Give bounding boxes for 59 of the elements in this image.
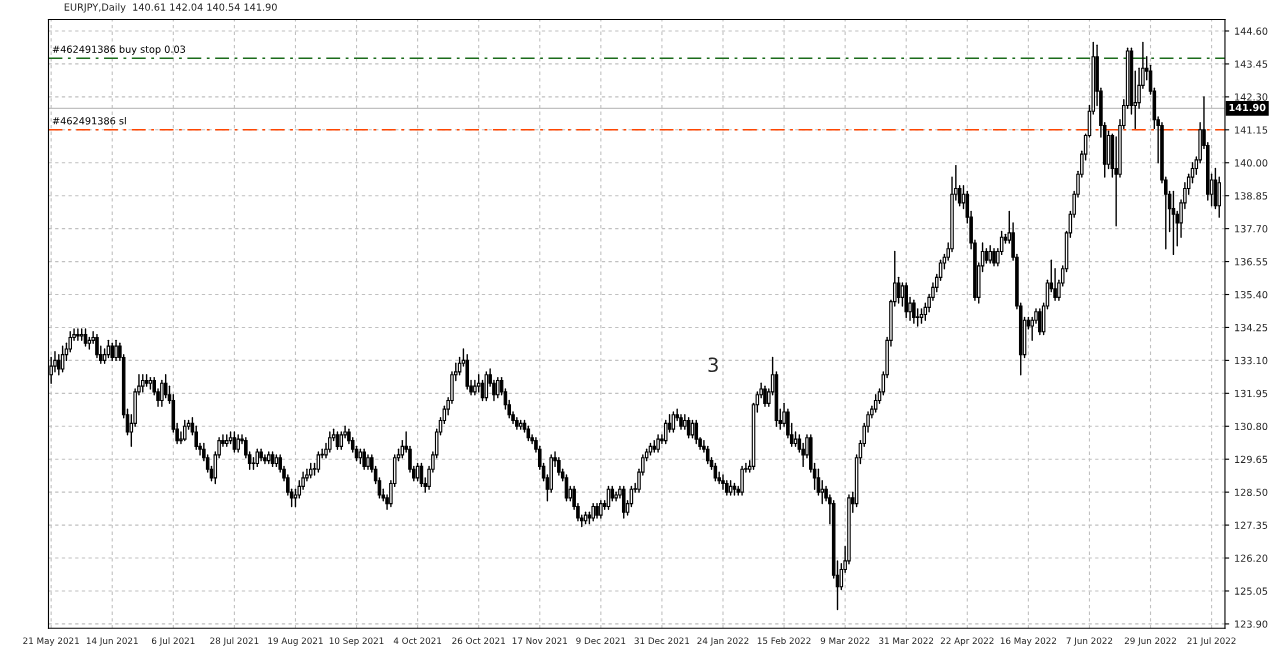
candlestick	[912, 299, 916, 324]
x-tick-label: 17 Nov 2021	[512, 637, 567, 645]
x-tick-label: 29 Jun 2022	[1124, 637, 1176, 646]
y-tick-label: 133.10	[1235, 356, 1268, 365]
y-tick-label: 126.20	[1235, 554, 1268, 562]
x-tick-label: 21 May 2021	[23, 637, 79, 646]
candlestick	[76, 328, 80, 342]
ref-line-label: 141.90	[1229, 103, 1266, 112]
y-tick-label: 123.90	[1235, 620, 1268, 628]
candlestick	[763, 385, 767, 407]
candlestick	[496, 376, 500, 399]
y-tick-label: 130.80	[1235, 422, 1268, 431]
x-tick-label: 24 Jan 2022	[697, 637, 749, 646]
candlestick	[316, 451, 321, 473]
x-tick-label: 4 Oct 2021	[393, 637, 442, 645]
candlestick	[57, 353, 61, 376]
x-tick-label: 31 Dec 2021	[634, 637, 690, 645]
y-tick-label: 135.40	[1235, 290, 1268, 299]
y-tick-label: 131.95	[1235, 389, 1268, 398]
candlestick	[1217, 176, 1222, 218]
x-tick-label: 21 Jul 2022	[1187, 637, 1236, 646]
y-tick-label: 129.65	[1235, 455, 1268, 464]
y-tick-label: 143.45	[1235, 60, 1268, 68]
candlestick	[114, 339, 118, 362]
candlestick	[484, 371, 489, 402]
x-tick-label: 19 Aug 2021	[268, 637, 323, 646]
y-tick-label: 138.85	[1235, 192, 1268, 200]
candlestick	[182, 419, 187, 442]
candlestick	[362, 448, 366, 470]
annotation: 3	[708, 357, 718, 373]
x-tick-label: 9 Dec 2021	[576, 637, 626, 645]
y-tick-label: 128.50	[1235, 488, 1268, 496]
candlestick	[1171, 190, 1176, 256]
x-tick-label: 26 Oct 2021	[452, 637, 505, 645]
x-tick-label: 16 May 2022	[1000, 637, 1057, 646]
candlestick	[740, 465, 744, 496]
candlestick	[671, 411, 676, 433]
ref-line-label: #462491386 sl	[52, 116, 126, 125]
x-tick-label: 10 Sep 2021	[329, 637, 384, 646]
y-tick-label: 137.70	[1235, 225, 1268, 233]
y-tick-label: 134.25	[1235, 323, 1268, 332]
x-tick-label: 6 Jul 2021	[151, 637, 195, 646]
x-tick-label: 9 Mar 2022	[820, 637, 870, 645]
y-tick-label: 144.60	[1235, 27, 1268, 35]
y-tick-label: 127.35	[1235, 521, 1268, 529]
x-tick-label: 31 Mar 2022	[879, 637, 934, 645]
chart-title: EURJPY,Daily 140.61 142.04 140.54 141.90	[64, 3, 277, 13]
y-tick-label: 136.55	[1235, 258, 1268, 266]
x-tick-label: 14 Jun 2021	[86, 637, 138, 646]
y-tick-label: 125.05	[1235, 587, 1268, 595]
y-tick-label: 142.30	[1235, 93, 1268, 101]
x-tick-label: 22 Apr 2022	[940, 637, 994, 646]
ref-line-label: #462491386 buy stop 0.03	[52, 45, 186, 55]
y-tick-label: 141.15	[1235, 126, 1268, 134]
x-tick-label: 15 Feb 2022	[757, 637, 811, 645]
x-tick-label: 28 Jul 2021	[210, 637, 259, 646]
x-tick-label: 7 Jun 2022	[1066, 637, 1113, 646]
y-tick-label: 140.00	[1235, 159, 1268, 167]
candlestick	[1038, 308, 1042, 336]
